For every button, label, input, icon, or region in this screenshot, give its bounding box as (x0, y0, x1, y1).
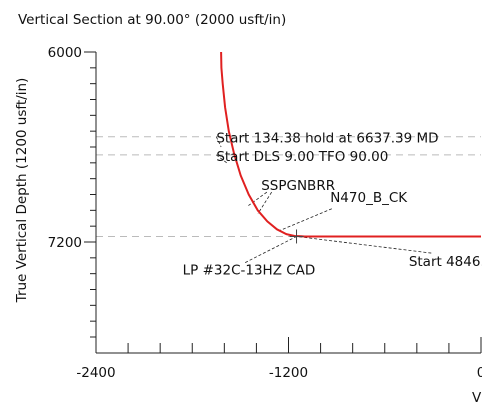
leader-line-5 (245, 236, 297, 263)
annotation-label-0: Start 134.38 hold at 6637.39 MD (216, 131, 438, 147)
y-tick-label: 7200 (48, 235, 82, 251)
well-path-line-0 (220, 51, 481, 238)
leader-line-0 (215, 136, 222, 148)
annotation-label-3: N470_B_CK (330, 190, 408, 206)
annotation-label-5: Start 4846.95 h (409, 254, 482, 270)
x-tick-label: 0 (477, 365, 482, 381)
leader-line-2 (248, 191, 268, 206)
x-tick-label: -2400 (76, 365, 115, 381)
x-axis-label: V (472, 390, 482, 406)
leader-line-4 (278, 208, 332, 232)
annotation-label-1: Start DLS 9.00 TFO 90.00 (216, 149, 388, 165)
chart-title: Vertical Section at 90.00° (2000 usft/in… (18, 12, 287, 28)
x-tick-label: -1200 (269, 365, 308, 381)
y-tick-label: 6000 (48, 45, 82, 61)
leader-line-6 (296, 236, 432, 254)
leader-line-1 (216, 154, 227, 164)
annotation-label-2: SSPGNBRR (261, 178, 335, 194)
annotation-label-4: LP #32C-13HZ CAD (183, 263, 316, 279)
leader-line-3 (257, 191, 272, 214)
